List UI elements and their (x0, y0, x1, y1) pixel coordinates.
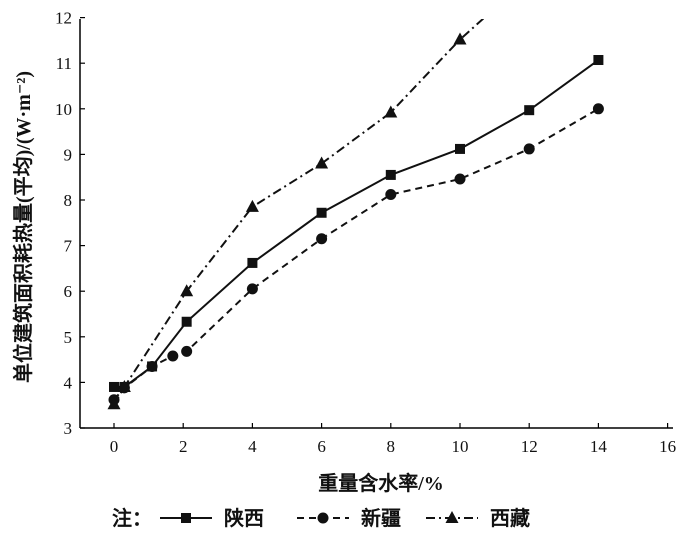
legend-prefix: 注： (112, 506, 152, 530)
series-xinjiang (108, 103, 604, 406)
x-tick-label: 6 (317, 437, 326, 456)
y-tick-labels: 3 4 5 6 7 8 9 10 11 12 (55, 9, 85, 438)
legend-label-shaanxi: 陕西 (224, 506, 264, 530)
x-tick-label: 14 (590, 437, 608, 456)
y-tick-label: 7 (64, 237, 73, 256)
series-line-xinjiang (113, 107, 599, 401)
data-point-xinjiang (316, 233, 328, 245)
data-point-shaanxi (181, 316, 192, 327)
legend: 注： 陕西 新疆 西藏 (112, 506, 530, 530)
data-point-xinjiang (146, 360, 158, 372)
series-line-shaanxi (114, 59, 599, 388)
y-tick-label: 4 (64, 373, 73, 392)
data-point-shaanxi (385, 169, 396, 180)
data-point-xizang (117, 379, 131, 392)
data-point-xinjiang (181, 345, 193, 357)
x-tick-label: 4 (248, 437, 257, 456)
series-shaanxi (109, 55, 604, 392)
y-tick-label: 11 (56, 54, 72, 73)
data-point-xinjiang (454, 173, 466, 185)
x-tick-label: 2 (179, 437, 188, 456)
x-tick-label: 16 (659, 437, 676, 456)
series-line-xizang (113, 19, 485, 405)
y-tick-label: 6 (64, 282, 73, 301)
legend-marker-shaanxi (181, 513, 191, 523)
data-point-xinjiang (523, 143, 535, 155)
data-point-xizang (245, 199, 259, 212)
data-point-xizang (315, 156, 329, 169)
legend-label-xizang: 西藏 (490, 506, 530, 530)
data-point-shaanxi (593, 55, 604, 66)
x-tick-label: 8 (387, 437, 396, 456)
legend-marker-xizang (445, 511, 459, 523)
legend-marker-xinjiang (317, 512, 329, 524)
y-tick-label: 9 (64, 145, 73, 164)
data-point-shaanxi (455, 143, 465, 154)
legend-label-xinjiang: 新疆 (361, 506, 401, 530)
data-point-shaanxi (247, 257, 258, 268)
data-point-xizang (180, 284, 194, 297)
data-point-shaanxi (524, 105, 535, 116)
x-tick-labels: 0 2 4 6 8 10 12 14 16 (110, 423, 676, 456)
x-tick-label: 12 (521, 437, 538, 456)
axes (79, 19, 673, 429)
data-point-xizang (384, 105, 398, 118)
y-axis-title: 单位建筑面积耗热量(平均)/(W·m⁻²) (11, 71, 35, 383)
series-xizang (107, 19, 485, 410)
x-axis-title: 重量含水率/% (318, 471, 444, 495)
data-point-xinjiang (592, 103, 604, 115)
data-point-xinjiang (246, 283, 258, 295)
y-tick-label: 5 (64, 328, 73, 347)
data-point-xizang (453, 32, 467, 45)
y-tick-label: 12 (55, 9, 72, 28)
data-point-xizang (107, 397, 121, 410)
data-point-shaanxi (316, 207, 327, 218)
x-tick-label: 0 (110, 437, 119, 456)
y-tick-label: 3 (64, 419, 73, 438)
data-point-shaanxi (109, 381, 119, 392)
y-tick-label: 8 (64, 191, 73, 210)
y-tick-label: 10 (55, 100, 72, 119)
series-layer (107, 19, 604, 410)
data-point-xinjiang (167, 350, 179, 362)
data-point-xinjiang (385, 189, 397, 201)
x-tick-label: 10 (452, 437, 469, 456)
